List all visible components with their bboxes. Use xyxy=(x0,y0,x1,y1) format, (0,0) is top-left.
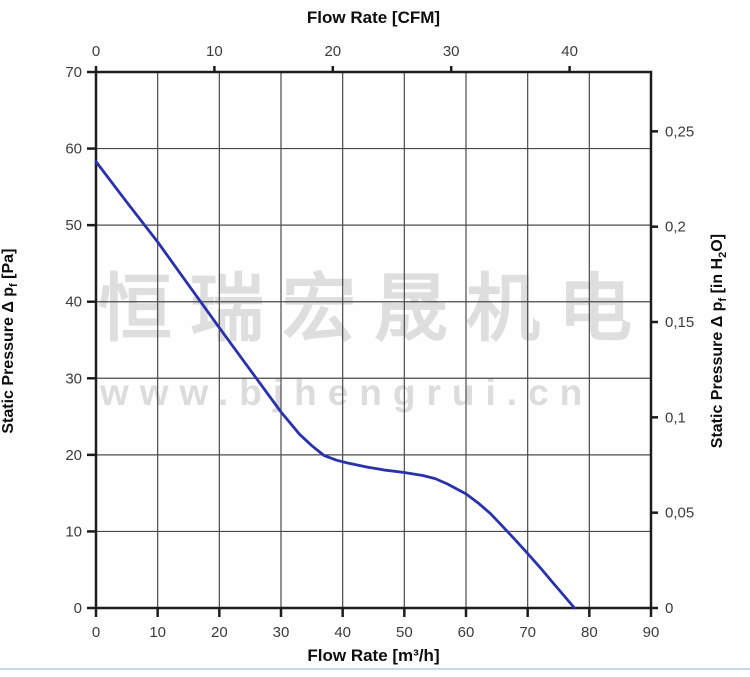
y-left-tick-label: 20 xyxy=(65,447,82,464)
y-left-tick-label: 0 xyxy=(74,600,82,617)
x-bottom-tick-label: 30 xyxy=(273,624,290,641)
y-left-tick-label: 40 xyxy=(65,294,82,311)
x-top-tick-label: 10 xyxy=(206,43,223,60)
y-left-tick-label: 30 xyxy=(65,370,82,387)
y-right-tick-label: 0,05 xyxy=(665,505,694,522)
x-bottom-tick-label: 80 xyxy=(581,624,598,641)
y-right-tick-label: 0,1 xyxy=(665,409,686,426)
x-top-tick-label: 40 xyxy=(561,43,578,60)
y-left-tick-label: 50 xyxy=(65,217,82,234)
y-right-tick-label: 0 xyxy=(665,600,673,617)
x-bottom-tick-label: 90 xyxy=(643,624,660,641)
x-bottom-tick-label: 0 xyxy=(92,624,100,641)
static-pressure-curve xyxy=(94,160,576,610)
page-bottom-divider xyxy=(0,668,750,670)
x-top-tick-label: 20 xyxy=(324,43,341,60)
x-bottom-tick-label: 50 xyxy=(396,624,413,641)
x-bottom-tick-label: 10 xyxy=(149,624,166,641)
y-right-tick-label: 0,25 xyxy=(665,123,694,140)
x-bottom-tick-label: 60 xyxy=(458,624,475,641)
x-bottom-tick-label: 20 xyxy=(211,624,228,641)
x-top-tick-label: 30 xyxy=(443,43,460,60)
y-left-tick-label: 60 xyxy=(65,141,82,158)
y-right-tick-label: 0,2 xyxy=(665,219,686,236)
x-bottom-tick-label: 40 xyxy=(334,624,351,641)
y-right-tick-label: 0,15 xyxy=(665,314,694,331)
y-left-tick-label: 70 xyxy=(65,64,82,81)
bottom-axis-title: Flow Rate [m³/h] xyxy=(307,646,440,665)
y-left-tick-label: 10 xyxy=(65,523,82,540)
x-bottom-tick-label: 70 xyxy=(519,624,536,641)
x-top-tick-label: 0 xyxy=(92,43,100,60)
top-axis-title: Flow Rate [CFM] xyxy=(306,8,441,27)
plot-frame xyxy=(94,70,653,610)
